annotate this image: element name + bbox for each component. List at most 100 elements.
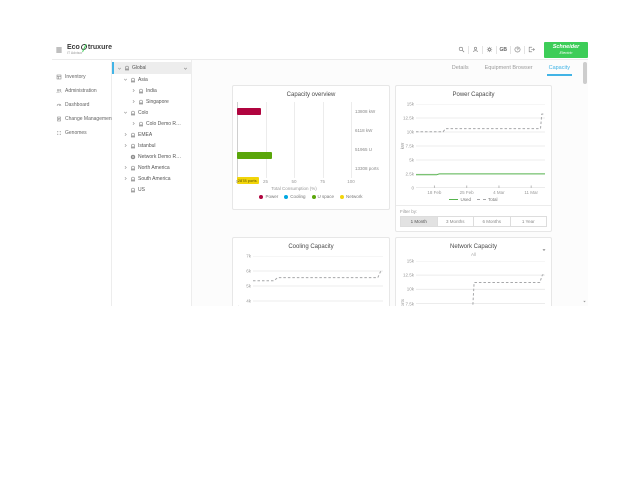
tree-item-north-america[interactable]: North America <box>112 162 191 173</box>
user-icon[interactable] <box>472 46 479 53</box>
header-divider <box>467 45 469 54</box>
series-used <box>416 173 545 176</box>
chevron-right-icon[interactable] <box>131 99 136 104</box>
chevron-right-icon[interactable] <box>131 121 136 126</box>
location-icon <box>130 77 136 83</box>
help-icon[interactable] <box>514 46 521 53</box>
logo-subtitle: IT Advisor <box>67 50 83 55</box>
gridline <box>294 102 295 178</box>
header-divider <box>495 45 497 54</box>
tree-item-label: Asia <box>138 76 148 83</box>
bar-row-u-space <box>237 152 351 171</box>
gridline <box>322 102 324 178</box>
sidebar-item-administration[interactable]: Administration <box>52 84 111 98</box>
tree-item-asia[interactable]: Asia <box>112 74 191 85</box>
language-selector[interactable]: GB <box>499 46 508 53</box>
location-icon <box>138 121 144 127</box>
capacity-label: 51965 U <box>355 147 373 152</box>
tree-item-label: EMEA <box>138 131 153 138</box>
chevron-down-icon[interactable] <box>123 77 128 82</box>
inventory-icon <box>56 74 62 80</box>
cooling-capacity-card: Cooling Capacity kW7k6k5k4k3k2k1k0 <box>232 237 390 306</box>
tree-item-south-america[interactable]: South America <box>112 173 191 184</box>
tree-item-menu-caret[interactable] <box>183 66 188 71</box>
legend-label: U space <box>317 194 335 199</box>
tab-details[interactable]: Details <box>451 65 469 71</box>
tab-capacity[interactable]: Capacity <box>546 62 572 76</box>
y-axis-gutter: kW 15k 12.5k 10k 7.5k 5k 2.5k 0 <box>400 101 416 191</box>
filter-1-month[interactable]: 1 Month <box>400 216 438 227</box>
settings-icon[interactable] <box>486 46 493 53</box>
tree-item-global[interactable]: Global <box>112 62 191 74</box>
location-icon <box>138 88 144 94</box>
chart-legend: Used Total <box>400 197 547 202</box>
location-icon <box>130 187 136 193</box>
logo-brand-prefix: Eco <box>67 43 80 51</box>
sidebar-item-genomes[interactable]: Genomes <box>52 126 111 140</box>
sidebar-item-change-management[interactable]: Change Management <box>52 112 113 126</box>
series-total <box>472 274 546 306</box>
tree-item-label: Colo Demo Room <box>146 120 183 127</box>
menu-icon[interactable] <box>55 46 63 54</box>
tab-equipment-browser[interactable]: Equipment Browser <box>484 65 533 71</box>
globe-icon <box>130 154 136 160</box>
tree-item-colo-demo-room[interactable]: Colo Demo Room <box>112 118 191 129</box>
x-axis-title: Total Consumption (%) <box>271 186 317 191</box>
legend-line-sample <box>449 199 459 200</box>
location-icon <box>130 143 136 149</box>
series-total <box>416 113 546 133</box>
chevron-right-icon[interactable] <box>123 132 128 137</box>
filter-3-months[interactable]: 3 Months <box>437 216 474 227</box>
bar-row-power <box>237 108 351 127</box>
tree-item-colo[interactable]: Colo <box>112 107 191 118</box>
location-icon <box>130 132 136 138</box>
chevron-right-icon[interactable] <box>123 165 128 170</box>
network-capacity-title: Network Capacity <box>449 244 497 250</box>
dashboard-icon <box>56 102 62 108</box>
chevron-right-icon[interactable] <box>131 88 136 93</box>
sidebar-item-dashboard[interactable]: Dashboard <box>52 98 111 112</box>
chevron-down-icon[interactable] <box>123 110 128 115</box>
tree-item-india[interactable]: India <box>112 85 191 96</box>
filter-1-year[interactable]: 1 Year <box>510 216 547 227</box>
tree-item-singapore[interactable]: Singapore <box>112 96 191 107</box>
legend-line-sample <box>477 199 486 200</box>
chevron-right-icon[interactable] <box>123 176 128 181</box>
main-scrollbar[interactable] <box>582 60 587 306</box>
logout-icon[interactable] <box>528 46 535 53</box>
sidebar-item-inventory[interactable]: Inventory <box>52 70 111 84</box>
power-capacity-card: Power Capacity kW 15k 12.5k 10k 7.5k 5k 2.5k 0 18… <box>395 85 552 232</box>
app-header: Eco truxure IT Advisor GB Schneider Elect… <box>52 40 588 60</box>
line-chart-body: kW7k6k5k4k3k2k1k0 <box>237 254 385 306</box>
y-axis-title: kW <box>400 142 405 150</box>
chart-subtitle: All <box>470 252 476 257</box>
chevron-down-icon[interactable] <box>117 66 122 71</box>
line-chart-body: kW 15k 12.5k 10k 7.5k 5k 2.5k 0 <box>400 101 547 191</box>
tree-item-emea[interactable]: EMEA <box>112 129 191 140</box>
x-tick-label: 11 Mar <box>524 190 539 195</box>
schneider-logo-line1: Schneider <box>552 44 580 50</box>
chevron-right-icon[interactable] <box>123 143 128 148</box>
capacity-labels-column: 13808 kW 6118 kW 51965 U 13308 ports <box>351 102 385 178</box>
y-tick-label: 5k <box>246 283 251 289</box>
scrollbar-down-arrow-icon[interactable] <box>582 299 587 304</box>
legend-label: Used <box>460 197 471 202</box>
filter-6-months[interactable]: 6 Months <box>474 216 511 227</box>
chart-options-caret[interactable] <box>541 247 547 253</box>
scrollbar-thumb[interactable] <box>583 62 587 84</box>
tree-item-us[interactable]: US <box>112 184 191 195</box>
bar-u-space <box>237 152 273 159</box>
power-capacity-title: Power Capacity <box>452 92 495 98</box>
x-tick-label: 18 Feb <box>427 190 442 195</box>
search-icon[interactable] <box>458 46 465 53</box>
line-plot-area <box>253 255 384 306</box>
tree-item-istanbul[interactable]: Istanbul <box>112 140 191 151</box>
y-axis-title: ports <box>400 298 405 306</box>
location-icon <box>138 99 144 105</box>
tree-item-network-demo-room[interactable]: Network Demo Room <box>112 151 191 162</box>
sidebar-nav: Inventory Administration Dashboard Change M… <box>52 60 113 306</box>
y-tick-label: 15k <box>406 101 414 107</box>
header-divider <box>481 45 483 54</box>
genomes-icon <box>56 130 62 136</box>
cooling-capacity-title: Cooling Capacity <box>288 244 334 250</box>
